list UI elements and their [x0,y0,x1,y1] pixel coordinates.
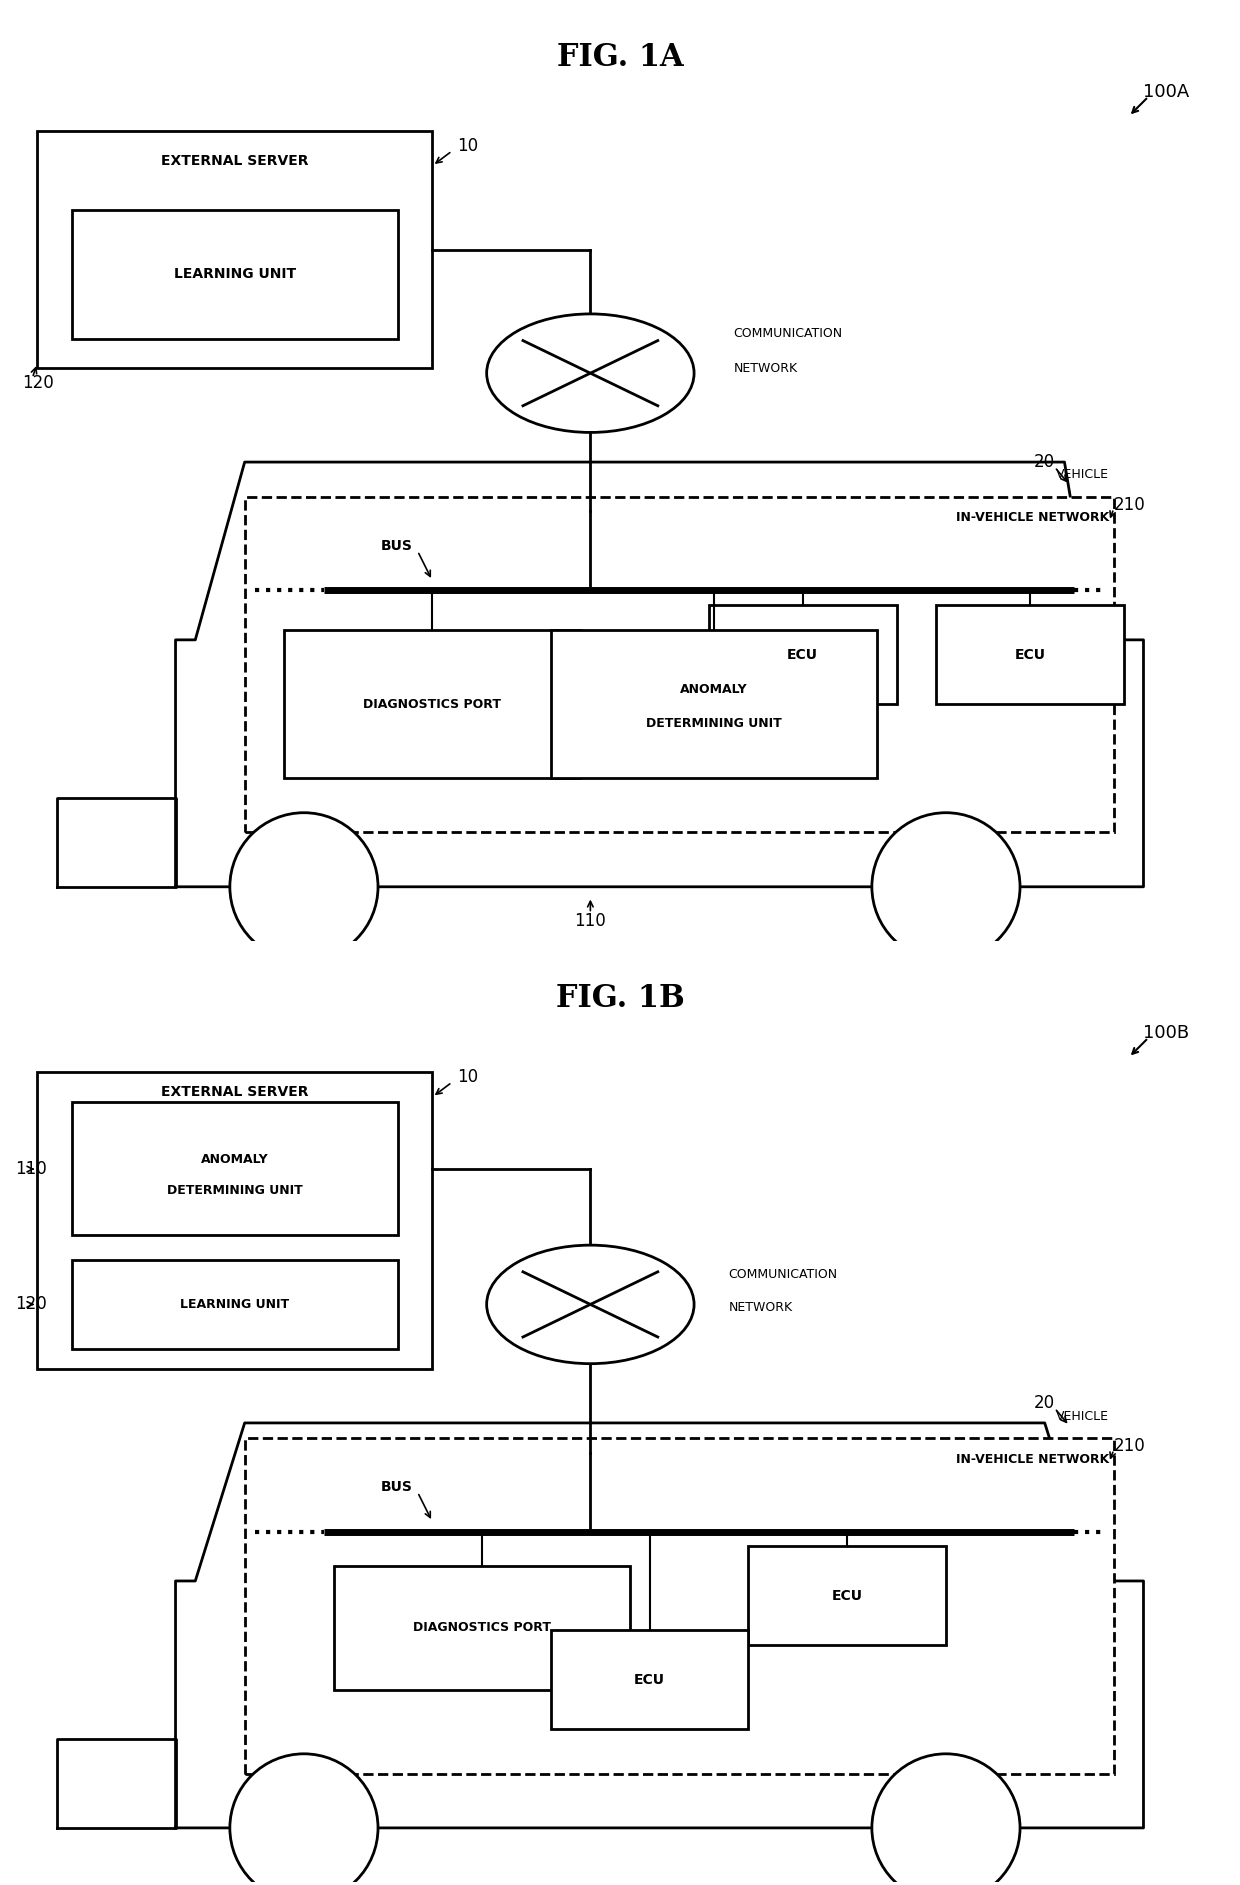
FancyBboxPatch shape [936,605,1123,705]
Text: 10: 10 [458,138,479,155]
Text: 210: 210 [1114,1436,1146,1455]
FancyBboxPatch shape [551,1631,749,1729]
Text: COMMUNICATION: COMMUNICATION [734,328,843,339]
FancyBboxPatch shape [244,496,1114,833]
Text: NETWORK: NETWORK [729,1301,792,1314]
Text: 20: 20 [1034,1395,1055,1412]
Text: ANOMALY: ANOMALY [680,682,748,696]
Circle shape [872,1753,1021,1885]
Ellipse shape [486,315,694,432]
Text: 110: 110 [16,1159,47,1178]
Text: BUS: BUS [381,539,413,552]
Text: ECU: ECU [634,1672,665,1687]
FancyBboxPatch shape [37,1073,433,1369]
FancyBboxPatch shape [551,630,877,779]
Text: LEARNING UNIT: LEARNING UNIT [174,268,296,281]
FancyBboxPatch shape [72,1103,398,1235]
Text: FIG. 1B: FIG. 1B [556,984,684,1014]
Text: 210: 210 [1114,496,1146,513]
FancyBboxPatch shape [334,1566,630,1689]
Text: DIAGNOSTICS PORT: DIAGNOSTICS PORT [363,697,501,711]
FancyBboxPatch shape [749,1546,946,1646]
FancyBboxPatch shape [284,630,580,779]
Text: NETWORK: NETWORK [734,362,797,375]
Text: ECU: ECU [787,648,818,662]
FancyBboxPatch shape [709,605,897,705]
FancyBboxPatch shape [37,132,433,368]
Text: DETERMINING UNIT: DETERMINING UNIT [167,1184,303,1197]
Text: 10: 10 [458,1069,479,1086]
Text: VEHICLE: VEHICLE [1056,1410,1109,1423]
Circle shape [229,812,378,961]
Text: COMMUNICATION: COMMUNICATION [729,1269,838,1282]
Text: 120: 120 [22,373,55,392]
Circle shape [872,812,1021,961]
Text: 110: 110 [574,912,606,931]
Ellipse shape [486,1246,694,1363]
Text: IN-VEHICLE NETWORK: IN-VEHICLE NETWORK [956,1453,1109,1465]
Text: ANOMALY: ANOMALY [201,1154,269,1165]
Text: ECU: ECU [1014,648,1045,662]
FancyBboxPatch shape [244,1438,1114,1774]
Text: DIAGNOSTICS PORT: DIAGNOSTICS PORT [413,1621,551,1634]
FancyBboxPatch shape [72,211,398,339]
Text: 120: 120 [16,1295,47,1314]
FancyBboxPatch shape [72,1259,398,1350]
Text: EXTERNAL SERVER: EXTERNAL SERVER [161,155,309,168]
Text: 100A: 100A [1143,83,1189,100]
Text: 100B: 100B [1143,1024,1189,1042]
Circle shape [229,1753,378,1885]
Text: VEHICLE: VEHICLE [1056,467,1109,481]
Text: ECU: ECU [832,1589,863,1602]
Text: DETERMINING UNIT: DETERMINING UNIT [646,718,781,729]
Text: LEARNING UNIT: LEARNING UNIT [180,1299,289,1310]
Text: IN-VEHICLE NETWORK: IN-VEHICLE NETWORK [956,511,1109,524]
Text: EXTERNAL SERVER: EXTERNAL SERVER [161,1086,309,1099]
Text: 20: 20 [1034,452,1055,471]
Text: FIG. 1A: FIG. 1A [557,41,683,74]
Text: BUS: BUS [381,1480,413,1495]
